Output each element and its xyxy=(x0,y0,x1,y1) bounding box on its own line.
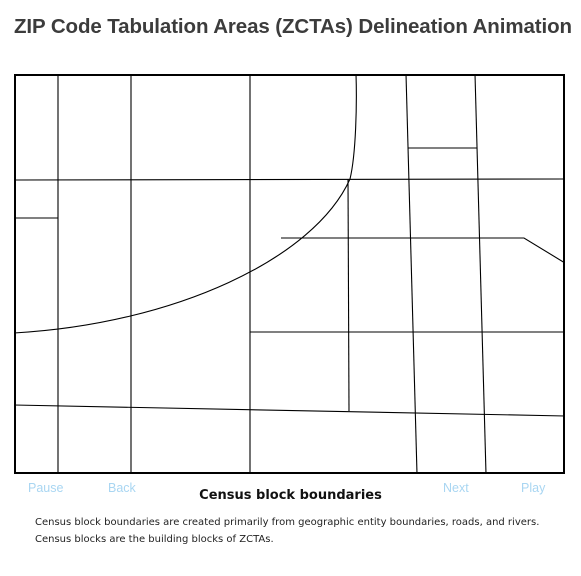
page-title: ZIP Code Tabulation Areas (ZCTAs) Deline… xyxy=(14,15,572,38)
play-button[interactable]: Play xyxy=(521,481,546,495)
step-description: Census block boundaries are created prim… xyxy=(35,514,575,548)
boundary-line xyxy=(281,237,565,264)
boundary-line xyxy=(14,178,565,181)
description-line: Census blocks are the building blocks of… xyxy=(35,534,274,545)
pause-button[interactable]: Pause xyxy=(28,481,64,495)
census-block-map xyxy=(14,74,565,474)
description-line: Census block boundaries are created prim… xyxy=(35,517,540,528)
boundary-line xyxy=(347,178,350,412)
map-border xyxy=(14,74,565,474)
step-title: Census block boundaries xyxy=(199,488,382,503)
census-block-boundaries-drawing xyxy=(14,74,565,474)
river-boundary-curve xyxy=(14,74,357,334)
next-button[interactable]: Next xyxy=(443,481,469,495)
boundary-line xyxy=(14,404,565,417)
back-button[interactable]: Back xyxy=(108,481,136,495)
boundary-line xyxy=(405,74,418,474)
block-boundary-lines xyxy=(14,74,565,474)
boundary-line xyxy=(474,74,487,474)
